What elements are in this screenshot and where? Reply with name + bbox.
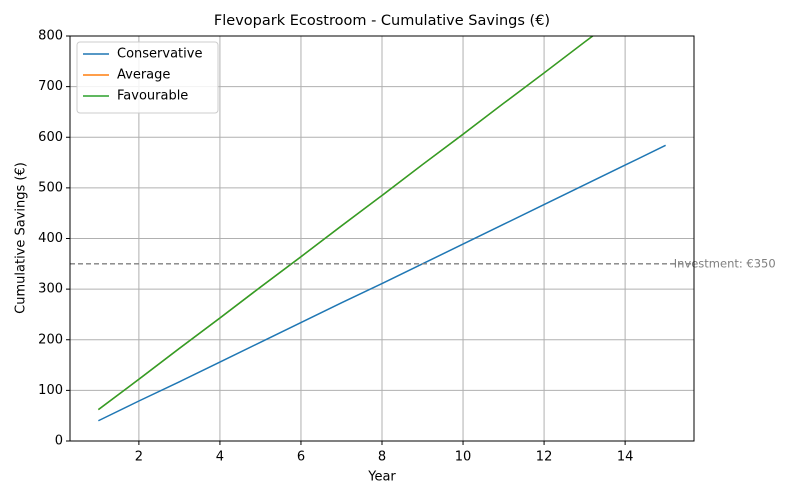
x-tick-label: 10 — [455, 450, 472, 465]
y-tick-label: 600 — [38, 130, 63, 145]
y-tick-label: 800 — [38, 29, 63, 44]
legend-label: Favourable — [117, 89, 188, 104]
y-tick-label: 100 — [38, 383, 63, 398]
legend-label: Conservative — [117, 47, 202, 62]
x-tick-label: 12 — [536, 450, 553, 465]
x-tick-label: 8 — [378, 450, 386, 465]
chart-title: Flevopark Ecostroom - Cumulative Savings… — [214, 13, 550, 29]
series-line — [97, 36, 594, 411]
y-tick-label: 700 — [38, 79, 63, 94]
x-tick-label: 2 — [135, 450, 143, 465]
series-line — [98, 144, 666, 422]
plot-frame — [69, 35, 695, 442]
plot-area — [97, 36, 666, 422]
y-axis-label: Cumulative Savings (€) — [14, 162, 29, 314]
x-tick-label: 4 — [216, 450, 224, 465]
x-tick-label: 6 — [297, 450, 305, 465]
y-tick-label: 300 — [38, 282, 63, 297]
y-tick-label: 500 — [38, 180, 63, 195]
x-axis-label: Year — [367, 470, 396, 485]
x-tick-label: 14 — [617, 450, 634, 465]
y-tick-label: 0 — [55, 434, 63, 449]
y-tick-label: 200 — [38, 332, 63, 347]
legend-label: Average — [117, 68, 170, 83]
y-tick-label: 400 — [38, 231, 63, 246]
legend-box — [76, 41, 219, 114]
reference-label: Investment: €350 — [674, 256, 776, 270]
